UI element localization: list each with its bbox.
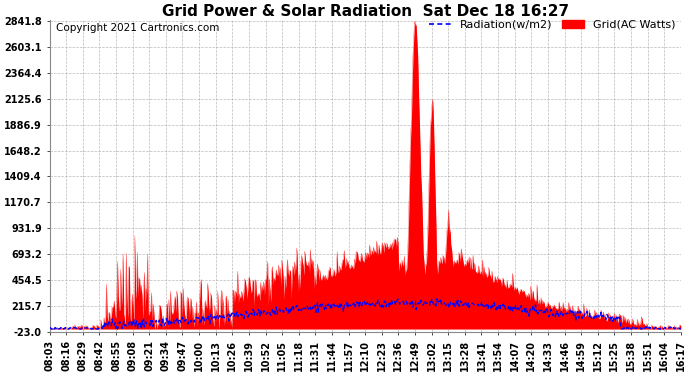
Title: Grid Power & Solar Radiation  Sat Dec 18 16:27: Grid Power & Solar Radiation Sat Dec 18 … [161, 4, 569, 19]
Legend: Radiation(w/m2), Grid(AC Watts): Radiation(w/m2), Grid(AC Watts) [425, 15, 680, 34]
Text: Copyright 2021 Cartronics.com: Copyright 2021 Cartronics.com [56, 24, 219, 33]
